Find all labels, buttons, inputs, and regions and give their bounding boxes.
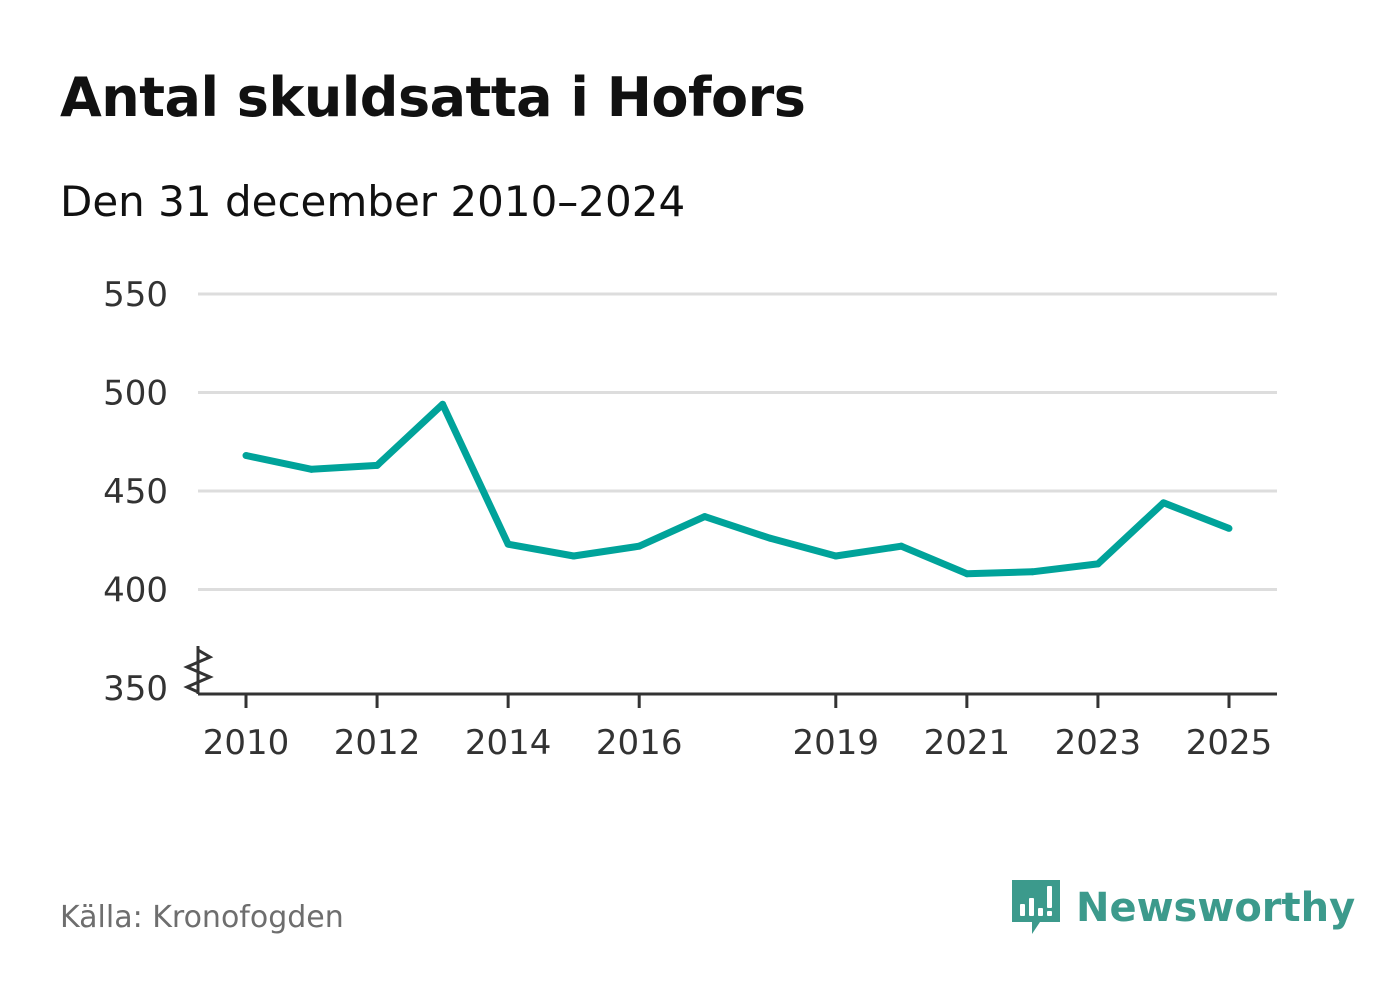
data-point-2021 — [963, 570, 971, 578]
data-point-2010 — [242, 452, 250, 460]
data-point-2025 — [1225, 524, 1233, 532]
data-point-2023 — [1094, 560, 1102, 568]
data-point-2024 — [1159, 499, 1167, 507]
gridlines — [198, 292, 1277, 591]
data-point-2022 — [1028, 568, 1036, 576]
y-tick-label-450: 450 — [103, 472, 168, 512]
x-tick-label-2025: 2025 — [1186, 723, 1273, 763]
y-tick-label-400: 400 — [103, 571, 168, 611]
x-tick-label-2021: 2021 — [924, 723, 1011, 763]
x-tick-label-2010: 2010 — [203, 723, 290, 763]
series-layer — [242, 400, 1233, 578]
y-axis-tick-labels: 350 400 450 500 550 — [103, 275, 168, 709]
brand-name: Newsworthy — [1076, 885, 1356, 931]
data-point-2016 — [635, 542, 643, 550]
data-point-2015 — [570, 552, 578, 560]
y-tick-label-550: 550 — [103, 275, 168, 315]
source-label: Källa: Kronofogden — [60, 900, 344, 935]
chart-subtitle: Den 31 december 2010–2024 — [60, 177, 686, 226]
series-line-0 — [245, 400, 1231, 578]
x-tick-label-2016: 2016 — [596, 723, 683, 763]
y-tick-label-350: 350 — [103, 669, 168, 709]
x-tick-label-2014: 2014 — [465, 723, 552, 763]
data-point-2013 — [439, 400, 447, 408]
data-point-2011 — [308, 465, 316, 473]
x-tick-label-2019: 2019 — [793, 723, 880, 763]
axis-break-zigzag — [183, 648, 214, 694]
x-axis-tick-labels: 2010 2012 2014 2016 2019 2021 2023 2025 — [203, 723, 1273, 763]
axis-break-marker — [183, 646, 214, 694]
newsworthy-brand: Newsworthy — [1010, 878, 1355, 938]
data-point-2014 — [504, 540, 512, 548]
data-point-2012 — [373, 461, 381, 469]
x-tick-label-2023: 2023 — [1055, 723, 1142, 763]
data-point-2020 — [897, 542, 905, 550]
x-axis — [198, 692, 1277, 708]
newsworthy-logo-icon — [1012, 880, 1060, 934]
data-point-2018 — [766, 534, 774, 542]
data-point-2017 — [701, 513, 709, 521]
data-point-2019 — [832, 552, 840, 560]
chart-title: Antal skuldsatta i Hofors — [60, 66, 806, 129]
y-tick-label-500: 500 — [103, 374, 168, 414]
x-tick-label-2012: 2012 — [334, 723, 421, 763]
